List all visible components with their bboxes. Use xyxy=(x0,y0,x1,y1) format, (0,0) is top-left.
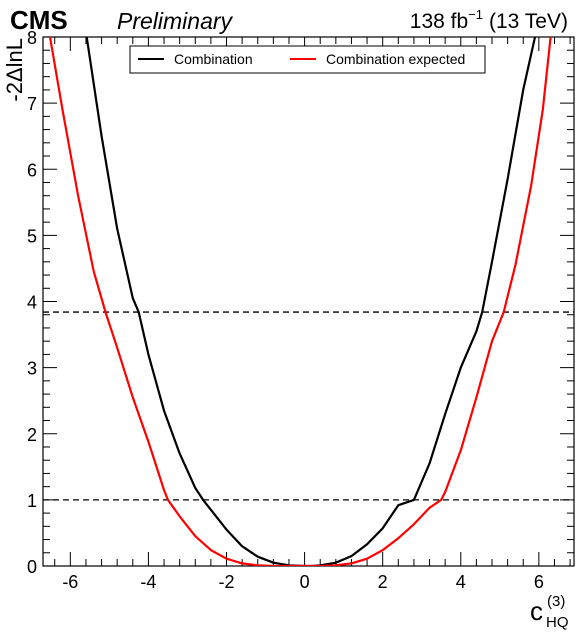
legend-label-expected: Combination expected xyxy=(326,51,465,67)
x-axis-title-base: c xyxy=(530,596,543,626)
y-tick-label: 8 xyxy=(27,28,37,48)
preliminary-label: Preliminary xyxy=(117,8,234,34)
x-tick-label: -4 xyxy=(140,572,156,592)
axis-ticks xyxy=(43,36,574,567)
x-tick-label: -6 xyxy=(62,572,78,592)
y-tick-label: 6 xyxy=(27,160,37,180)
y-tick-labels: 0 1 2 3 4 5 6 7 8 xyxy=(27,28,37,577)
series-combination xyxy=(85,37,537,566)
plot-frame xyxy=(42,36,575,567)
legend: Combination Combination expected xyxy=(129,45,486,74)
x-tick-label: 6 xyxy=(534,572,544,592)
x-tick-labels: -6 -4 -2 0 2 4 6 xyxy=(62,572,544,592)
y-tick-label: 5 xyxy=(27,226,37,246)
cms-label: CMS xyxy=(10,5,68,35)
energy-value: (13 TeV) xyxy=(489,10,568,33)
y-axis-title: -2ΔlnL xyxy=(2,38,27,102)
series-combination-expected xyxy=(48,37,552,566)
x-tick-label: -2 xyxy=(218,572,234,592)
legend-label-combination: Combination xyxy=(174,51,253,67)
lumi-value: 138 fb xyxy=(410,10,468,33)
y-tick-label: 7 xyxy=(27,94,37,114)
y-tick-label: 3 xyxy=(27,359,37,379)
y-tick-label: 4 xyxy=(27,293,37,313)
lumi-exponent: −1 xyxy=(468,7,483,22)
y-tick-label: 0 xyxy=(27,557,37,577)
reference-lines xyxy=(43,311,574,501)
y-tick-label: 2 xyxy=(27,425,37,445)
x-tick-label: 4 xyxy=(456,572,466,592)
x-axis-title-superscript: (3) xyxy=(547,593,565,610)
x-axis-title-subscript: HQ xyxy=(546,614,569,631)
x-tick-label: 0 xyxy=(300,572,310,592)
lumi-energy-label: 138 fb−1 (13 TeV) xyxy=(410,7,568,33)
x-tick-label: 2 xyxy=(378,572,388,592)
y-tick-label: 1 xyxy=(27,491,37,511)
curves xyxy=(48,37,552,566)
x-axis-title: c xyxy=(530,596,543,626)
